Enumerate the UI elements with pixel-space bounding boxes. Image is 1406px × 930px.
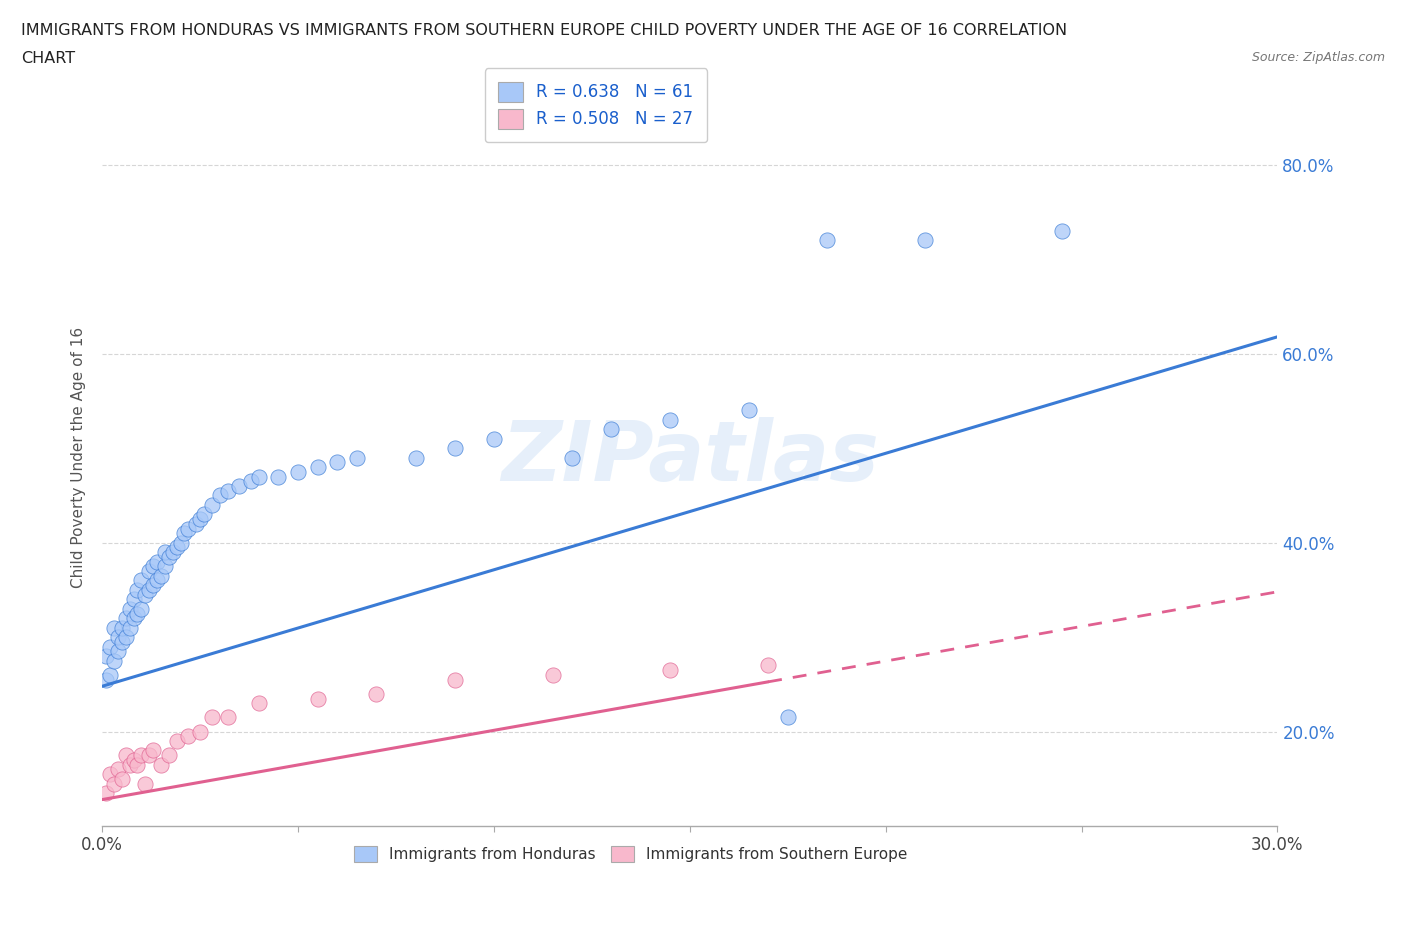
Point xyxy=(287,464,309,479)
Point xyxy=(153,559,176,574)
Point xyxy=(326,455,349,470)
Point xyxy=(561,450,583,465)
Point xyxy=(131,748,153,763)
Point xyxy=(127,757,149,772)
Point xyxy=(111,771,134,786)
Point xyxy=(98,639,121,654)
Point xyxy=(1050,223,1073,238)
Point xyxy=(127,606,149,621)
Point xyxy=(188,724,211,739)
Point xyxy=(443,672,465,687)
Point xyxy=(659,663,682,678)
Point xyxy=(914,233,936,248)
Point xyxy=(600,422,623,437)
Point xyxy=(118,602,141,617)
Point xyxy=(94,648,117,663)
Point xyxy=(94,786,117,801)
Point xyxy=(541,668,564,683)
Point xyxy=(307,459,329,474)
Y-axis label: Child Poverty Under the Age of 16: Child Poverty Under the Age of 16 xyxy=(72,327,86,589)
Point xyxy=(134,776,156,790)
Point xyxy=(146,554,169,569)
Point xyxy=(217,710,239,724)
Point xyxy=(482,432,505,446)
Point xyxy=(737,403,759,418)
Point xyxy=(247,469,270,484)
Point xyxy=(157,550,180,565)
Point xyxy=(366,686,388,701)
Point xyxy=(177,521,200,536)
Text: IMMIGRANTS FROM HONDURAS VS IMMIGRANTS FROM SOUTHERN EUROPE CHILD POVERTY UNDER : IMMIGRANTS FROM HONDURAS VS IMMIGRANTS F… xyxy=(21,23,1067,38)
Point xyxy=(188,512,211,526)
Point xyxy=(107,644,129,658)
Point xyxy=(138,564,160,578)
Point xyxy=(776,710,799,724)
Point xyxy=(127,582,149,597)
Point xyxy=(186,516,208,531)
Point xyxy=(240,474,263,489)
Point xyxy=(153,545,176,560)
Point xyxy=(149,757,172,772)
Point xyxy=(142,559,165,574)
Point xyxy=(118,620,141,635)
Point xyxy=(131,602,153,617)
Point xyxy=(443,441,465,456)
Point xyxy=(134,587,156,602)
Point xyxy=(142,578,165,592)
Point xyxy=(208,488,231,503)
Point xyxy=(142,743,165,758)
Point xyxy=(138,748,160,763)
Point xyxy=(815,233,838,248)
Point xyxy=(217,484,239,498)
Point xyxy=(193,507,215,522)
Point xyxy=(114,611,136,626)
Point xyxy=(149,568,172,583)
Point xyxy=(166,540,188,555)
Point xyxy=(267,469,290,484)
Point xyxy=(177,729,200,744)
Point xyxy=(228,479,250,494)
Point xyxy=(107,630,129,644)
Point xyxy=(98,766,121,781)
Point xyxy=(114,748,136,763)
Point xyxy=(247,696,270,711)
Point xyxy=(103,776,125,790)
Point xyxy=(98,668,121,683)
Point xyxy=(114,630,136,644)
Point xyxy=(201,710,224,724)
Point xyxy=(111,634,134,649)
Point xyxy=(131,573,153,588)
Point xyxy=(201,498,224,512)
Point xyxy=(756,658,779,673)
Point xyxy=(166,734,188,749)
Text: ZIPatlas: ZIPatlas xyxy=(501,418,879,498)
Point xyxy=(173,525,195,540)
Point xyxy=(103,620,125,635)
Point xyxy=(169,536,191,551)
Point xyxy=(122,611,145,626)
Point xyxy=(103,653,125,668)
Point xyxy=(107,762,129,777)
Point xyxy=(659,413,682,428)
Text: Source: ZipAtlas.com: Source: ZipAtlas.com xyxy=(1251,51,1385,64)
Point xyxy=(405,450,427,465)
Point xyxy=(162,545,184,560)
Point xyxy=(307,691,329,706)
Legend: Immigrants from Honduras, Immigrants from Southern Europe: Immigrants from Honduras, Immigrants fro… xyxy=(347,839,915,870)
Point xyxy=(122,591,145,606)
Text: CHART: CHART xyxy=(21,51,75,66)
Point xyxy=(346,450,368,465)
Point xyxy=(122,752,145,767)
Point xyxy=(138,582,160,597)
Point xyxy=(118,757,141,772)
Point xyxy=(146,573,169,588)
Point xyxy=(94,672,117,687)
Point xyxy=(157,748,180,763)
Point xyxy=(111,620,134,635)
